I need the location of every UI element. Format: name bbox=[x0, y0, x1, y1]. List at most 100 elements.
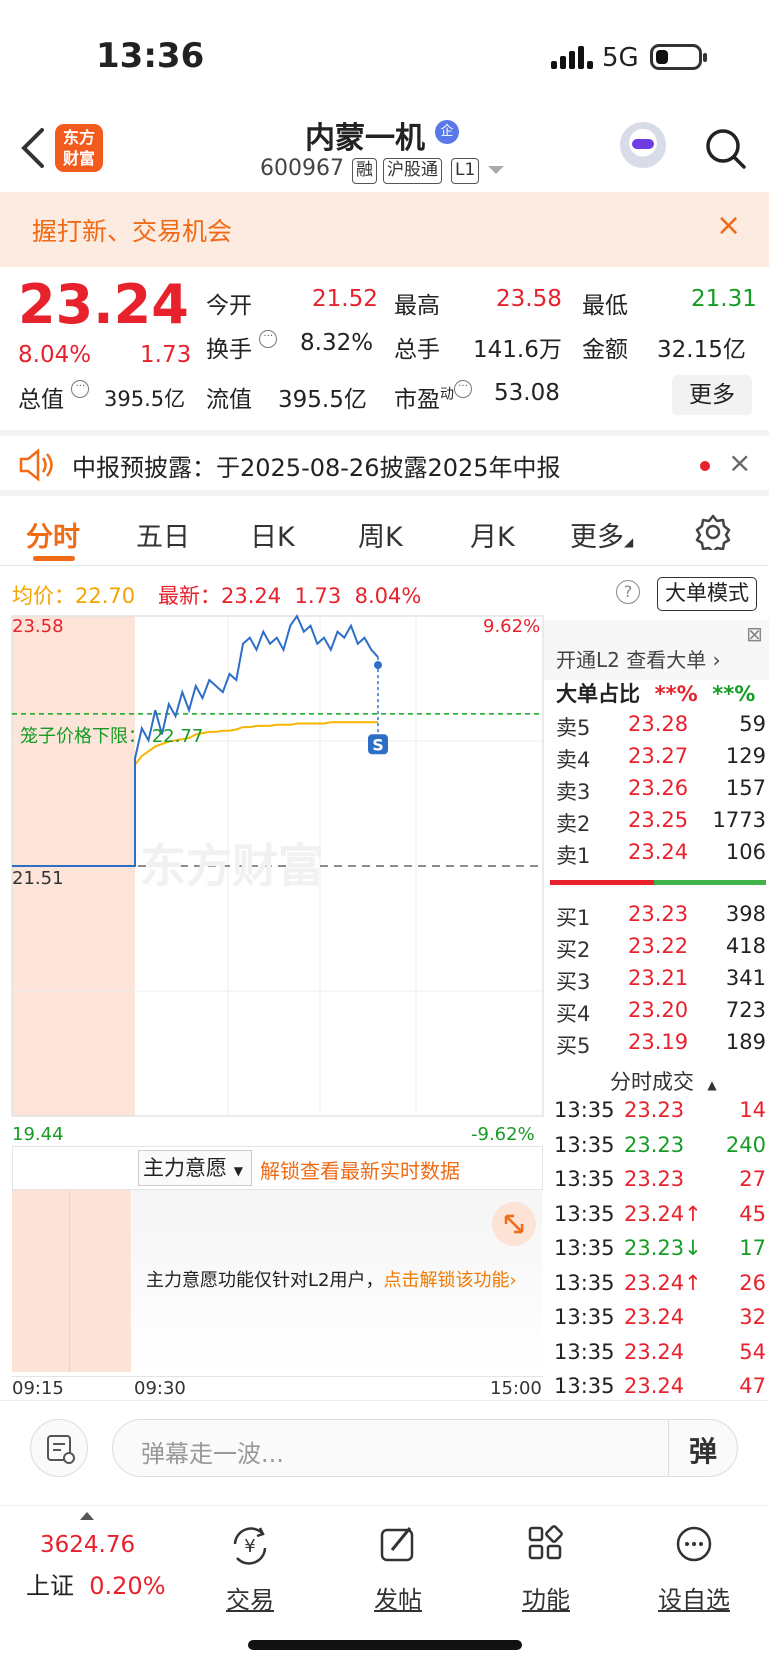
ask-row[interactable]: 卖3 23.26 157 bbox=[556, 776, 766, 804]
robot-assistant-icon[interactable] bbox=[620, 122, 666, 168]
trade-row: 13:35 23.23 240 bbox=[554, 1132, 766, 1157]
bid-row[interactable]: 买1 23.23 398 bbox=[556, 902, 766, 930]
high-value: 23.58 bbox=[496, 286, 562, 312]
status-bar: 13:36 5G bbox=[0, 0, 769, 110]
tag-connect: 沪股通 bbox=[383, 158, 442, 184]
float-value: 395.5亿 bbox=[278, 387, 367, 413]
x-tick-0915: 09:15 bbox=[12, 1378, 64, 1399]
s-marker-text: S bbox=[372, 735, 384, 754]
brand-logo[interactable]: 东方 财富 bbox=[55, 124, 103, 172]
turnover-value: 8.32% bbox=[300, 330, 374, 356]
bid-row[interactable]: 买2 23.22 418 bbox=[556, 934, 766, 962]
unread-dot bbox=[700, 461, 710, 471]
help-icon[interactable]: ? bbox=[616, 580, 640, 604]
home-indicator bbox=[248, 1640, 522, 1650]
price-line bbox=[12, 613, 379, 867]
danmaku-toggle[interactable]: 弹 bbox=[689, 1435, 718, 1468]
more-dots-icon bbox=[676, 1526, 712, 1562]
indicator-selector[interactable]: 主力意愿 ▼ bbox=[138, 1150, 252, 1186]
tag-margin: 融 bbox=[352, 158, 377, 184]
tab-5day[interactable]: 五日 bbox=[136, 522, 190, 553]
active-tab-indicator bbox=[33, 556, 75, 561]
pct-max-label: 9.62% bbox=[483, 616, 541, 637]
nav-post[interactable]: 发帖 bbox=[348, 1516, 448, 1614]
pe-label: 市盈动 ··· bbox=[394, 380, 472, 414]
search-icon[interactable] bbox=[705, 128, 747, 170]
close-icon[interactable]: × bbox=[728, 446, 752, 479]
edit-icon bbox=[380, 1527, 414, 1562]
tab-daily[interactable]: 日K bbox=[250, 522, 295, 553]
trade-row: 13:35 23.24↑ 45 bbox=[554, 1201, 766, 1226]
close-icon[interactable]: × bbox=[716, 208, 742, 243]
open-label: 今开 bbox=[206, 293, 252, 319]
change-value: 1.73 bbox=[140, 342, 192, 368]
trade-row: 13:35 23.23 14 bbox=[554, 1098, 766, 1122]
expand-icon[interactable] bbox=[492, 1202, 536, 1246]
bid-row[interactable]: 买3 23.21 341 bbox=[556, 966, 766, 994]
watermark: 东方财富 bbox=[140, 839, 324, 893]
mktcap-label: 总值 ··· bbox=[18, 380, 90, 414]
more-button[interactable]: 更多 bbox=[672, 375, 752, 415]
index-name[interactable]: 上证 0.20% bbox=[26, 1572, 166, 1600]
intraday-chart[interactable]: S 东方财富 bbox=[0, 612, 545, 1402]
nav-watchlist[interactable]: 设自选 bbox=[644, 1516, 744, 1614]
amount-label: 金额 bbox=[582, 337, 628, 363]
notice-text: 中报预披露：于2025-08-26披露2025年中报 bbox=[72, 454, 561, 482]
nav-trade[interactable]: ¥ 交易 bbox=[200, 1516, 300, 1614]
float-label: 流值 bbox=[206, 387, 252, 413]
high-label: 最高 bbox=[394, 293, 440, 319]
x-tick-0930: 09:30 bbox=[134, 1378, 186, 1399]
caret-up-icon bbox=[80, 1512, 94, 1520]
index-value[interactable]: 3624.76 bbox=[40, 1532, 136, 1558]
tab-more[interactable]: 更多◢ bbox=[570, 522, 634, 553]
prev-close-label: 21.51 bbox=[12, 868, 64, 889]
promo-banner[interactable]: 握打新、交易机会 × bbox=[0, 192, 769, 267]
sub-chart-bar bbox=[12, 1146, 543, 1190]
danmaku-input[interactable]: 弹幕走一波... 弹 bbox=[112, 1419, 738, 1477]
turnover-label: 换手 ··· bbox=[206, 330, 278, 364]
trade-row: 13:35 23.23 27 bbox=[554, 1167, 766, 1191]
x-tick-1500: 15:00 bbox=[490, 1378, 542, 1399]
ask-row[interactable]: 卖1 23.24 106 bbox=[556, 840, 766, 868]
gear-icon[interactable] bbox=[695, 514, 731, 550]
ask-row[interactable]: 卖4 23.27 129 bbox=[556, 744, 766, 772]
s-marker-icon bbox=[368, 734, 388, 755]
l2-link[interactable]: 开通L2 查看大单 › bbox=[556, 648, 721, 672]
bid-row[interactable]: 买4 23.20 723 bbox=[556, 998, 766, 1026]
nav-functions[interactable]: 功能 bbox=[496, 1516, 596, 1614]
lock-text: 主力意愿功能仅针对L2用户，点击解锁该功能› bbox=[146, 1270, 517, 1291]
open-value: 21.52 bbox=[312, 286, 378, 312]
ask-row[interactable]: 卖5 23.28 59 bbox=[556, 712, 766, 740]
network-type: 5G bbox=[602, 43, 639, 73]
low-label: 最低 bbox=[582, 293, 628, 319]
big-order-mode-button[interactable]: 大单模式 bbox=[657, 577, 757, 611]
tag-level: L1 bbox=[451, 158, 480, 184]
stock-name: 内蒙一机 bbox=[305, 121, 425, 156]
ask-row[interactable]: 卖2 23.25 1773 bbox=[556, 808, 766, 836]
notice-bar[interactable]: 中报预披露：于2025-08-26披露2025年中报 × bbox=[0, 430, 769, 496]
unlock-feature-link[interactable]: 点击解锁该功能 bbox=[383, 1270, 510, 1291]
enterprise-badge: 企 bbox=[435, 120, 459, 144]
avg-price: 均价：22.70 bbox=[12, 584, 136, 608]
battery-icon bbox=[650, 44, 707, 70]
tab-monthly[interactable]: 月K bbox=[470, 522, 515, 553]
pe-value: 53.08 bbox=[494, 380, 560, 406]
close-icon[interactable]: ⊠ bbox=[746, 622, 763, 646]
big-order-ratio: 大单占比 **% **% bbox=[556, 682, 756, 706]
chevron-down-icon[interactable] bbox=[488, 166, 504, 176]
trades-header[interactable]: 分时成交 ▲ bbox=[610, 1070, 717, 1094]
bid-row[interactable]: 买5 23.19 189 bbox=[556, 1030, 766, 1058]
stock-code: 600967 bbox=[260, 156, 344, 181]
tab-intraday[interactable]: 分时 bbox=[26, 522, 80, 553]
status-time: 13:36 bbox=[96, 36, 205, 76]
mktcap-value: 395.5亿 bbox=[104, 387, 186, 411]
last-price: 23.24 bbox=[18, 273, 189, 336]
unlock-link[interactable]: 解锁查看最新实时数据 bbox=[260, 1159, 460, 1183]
cage-limit-label: 笼子价格下限： 22.77 bbox=[20, 726, 204, 747]
tab-weekly[interactable]: 周K bbox=[358, 522, 403, 553]
note-icon[interactable] bbox=[30, 1419, 88, 1477]
sell-ratio-bar bbox=[550, 880, 654, 885]
info-icon: ··· bbox=[454, 380, 472, 398]
low-value: 21.31 bbox=[691, 286, 757, 312]
back-icon[interactable] bbox=[18, 126, 48, 170]
